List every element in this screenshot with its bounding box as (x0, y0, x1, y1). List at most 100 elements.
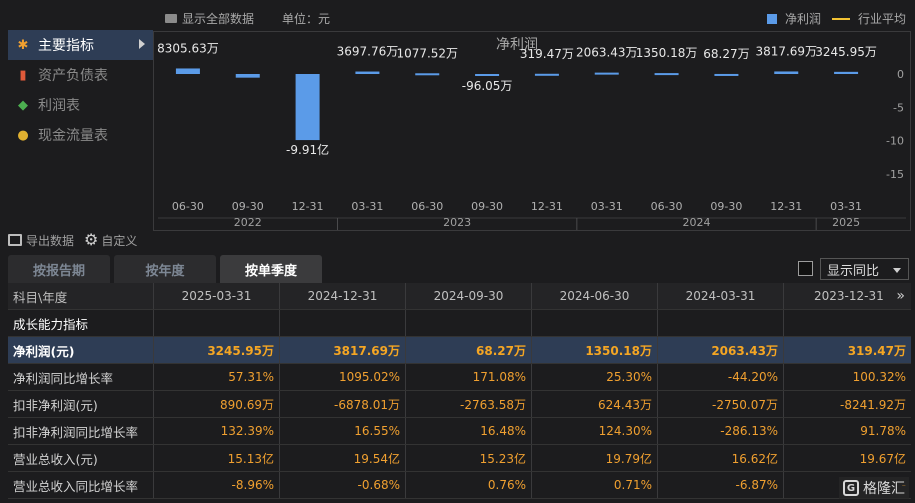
table-cell: -2763.58万 (406, 391, 532, 417)
table-body: 成长能力指标 净利润(元) 3245.95万 3817.69万 68.27万 1350.1… (8, 310, 911, 499)
table-cell: 3817.69万 (280, 337, 406, 363)
cube-icon: ◆ (18, 97, 28, 113)
table-cell: -8.96% (154, 472, 280, 498)
export-icon (8, 234, 22, 246)
row-label: 营业总收入(元) (8, 445, 154, 471)
table-cell: 19.79亿 (532, 445, 658, 471)
legend-net-profit-label: 净利润 (785, 12, 822, 26)
bar (235, 74, 260, 78)
financial-table: 科目\年度 2025-03-31 2024-12-31 2024-09-30 2… (8, 283, 911, 499)
header-cell: 2023-12-31 (814, 289, 884, 303)
header-cell-last[interactable]: 2023-12-31 » (784, 283, 911, 309)
data-label: 8305.63万 (157, 41, 219, 55)
select-value: 显示同比 (827, 263, 880, 279)
export-data-button[interactable]: 导出数据 (8, 232, 74, 249)
table-cell: 2063.43万 (658, 337, 784, 363)
table-cell: -44.20% (658, 364, 784, 390)
top-bar: 显示全部数据 单位：元 净利润 行业平均 (0, 0, 915, 34)
table-cell: -8241.92万 (840, 397, 906, 412)
table-row[interactable]: 营业总收入(元) 15.13亿 19.54亿 15.23亿 19.79亿 16.62亿 19… (8, 445, 911, 472)
show-all-label: 显示全部数据 (182, 12, 255, 26)
tab-by-single-quarter[interactable]: 按单季度 (220, 255, 322, 283)
tab-by-year[interactable]: 按年度 (114, 255, 216, 283)
table-cell: 57.31% (154, 364, 280, 390)
table-cell: 624.43万 (532, 391, 658, 417)
legend-industry-avg-label: 行业平均 (858, 12, 907, 26)
table-cell: 0.76% (406, 472, 532, 498)
table-cell: 15.23亿 (406, 445, 532, 471)
x-tick-label: 03-31 (591, 200, 623, 213)
table-cell: 1095.02% (280, 364, 406, 390)
y-tick-label: -5 (893, 101, 904, 114)
menu-item-main-indicators[interactable]: ✱ 主要指标 (8, 30, 153, 60)
yoy-checkbox[interactable] (798, 261, 813, 276)
data-label: 3245.95万 (815, 45, 877, 59)
table-cell (784, 310, 911, 336)
star-icon: ✱ (17, 37, 29, 53)
header-cell[interactable]: 2024-06-30 (532, 283, 658, 309)
table-cell: 16.55% (280, 418, 406, 444)
data-label: 319.47万 (520, 47, 574, 61)
bar (295, 74, 320, 141)
document-icon: ▮ (19, 67, 27, 83)
x-tick-label: 06-30 (172, 200, 204, 213)
period-tabs: 按报告期 按年度 按单季度 (8, 255, 326, 283)
table-cell (154, 310, 280, 336)
header-cell[interactable]: 2024-03-31 (658, 283, 784, 309)
table-row[interactable]: 净利润同比增长率 57.31% 1095.02% 171.08% 25.30% -44.2… (8, 364, 911, 391)
table-row[interactable]: 成长能力指标 (8, 310, 911, 337)
data-label: 68.27万 (703, 47, 749, 61)
table-cell: 19.54亿 (280, 445, 406, 471)
table-cell: 68.27万 (406, 337, 532, 363)
menu-item-cash-flow[interactable]: ● 现金流量表 (8, 120, 153, 150)
x-tick-label: 03-31 (351, 200, 383, 213)
menu-item-label: 现金流量表 (38, 128, 108, 144)
menu-item-income-statement[interactable]: ◆ 利润表 (8, 90, 153, 120)
x-tick-label: 12-31 (531, 200, 563, 213)
table-cell: -0.68% (280, 472, 406, 498)
table-cell: 16.62亿 (658, 445, 784, 471)
menu-item-label: 主要指标 (38, 38, 94, 54)
x-tick-label: 06-30 (411, 200, 443, 213)
show-all-data-toggle[interactable]: 显示全部数据 (165, 10, 254, 27)
table-cell: -2750.07万 (658, 391, 784, 417)
menu-item-balance-sheet[interactable]: ▮ 资产负债表 (8, 60, 153, 90)
header-cell[interactable]: 2024-12-31 (280, 283, 406, 309)
bar (654, 73, 679, 76)
tab-by-report-period[interactable]: 按报告期 (8, 255, 110, 283)
x-tick-label: 12-31 (292, 200, 324, 213)
table-row[interactable]: 扣非净利润同比增长率 132.39% 16.55% 16.48% 124.30% -286… (8, 418, 911, 445)
bar (475, 74, 500, 76)
table-cell: 124.30% (532, 418, 658, 444)
year-label: 2023 (443, 216, 471, 229)
double-chevron-right-icon[interactable]: » (896, 288, 905, 304)
row-label: 扣非净利润同比增长率 (8, 418, 154, 444)
year-label: 2024 (683, 216, 711, 229)
net-profit-chart: 净利润 0 -5 -10 -15 8305.63万 06-30 09-30 -9.91亿 12-3… (153, 31, 911, 231)
bar (355, 71, 380, 74)
header-cell[interactable]: 2025-03-31 (154, 283, 280, 309)
table-header-row: 科目\年度 2025-03-31 2024-12-31 2024-09-30 2… (8, 283, 911, 310)
row-label: 成长能力指标 (8, 310, 154, 336)
header-cell[interactable]: 2024-09-30 (406, 283, 532, 309)
display-yoy-select[interactable]: 显示同比 (820, 258, 909, 280)
y-tick-label: -10 (886, 135, 904, 148)
data-label: -96.05万 (462, 79, 513, 93)
table-row[interactable]: 净利润(元) 3245.95万 3817.69万 68.27万 1350.18万 2063… (8, 337, 911, 364)
watermark: G 格隆汇 (839, 477, 909, 499)
legend-net-profit[interactable]: 净利润 (767, 10, 821, 27)
x-tick-label: 09-30 (471, 200, 503, 213)
bar (175, 68, 200, 74)
data-label: 2063.43万 (576, 46, 638, 60)
chart-svg: 净利润 0 -5 -10 -15 8305.63万 06-30 09-30 -9.91亿 12-3… (157, 37, 906, 230)
chevron-right-icon (139, 39, 145, 49)
table-cell: 100.32% (852, 370, 906, 384)
table-row[interactable]: 扣非净利润(元) 890.69万 -6878.01万 -2763.58万 624.43万… (8, 391, 911, 418)
tools-bar: 导出数据 ⚙ 自定义 (8, 230, 147, 250)
menu-item-label: 利润表 (38, 98, 80, 114)
table-row[interactable]: 营业总收入同比增长率-8.96%-0.68%0.76%0.71%-6.87%- (8, 472, 911, 499)
customize-button[interactable]: ⚙ 自定义 (84, 232, 137, 249)
legend-industry-avg[interactable]: 行业平均 (832, 10, 906, 27)
data-label: 3697.76万 (337, 45, 399, 59)
row-label: 营业总收入同比增长率 (8, 472, 154, 498)
